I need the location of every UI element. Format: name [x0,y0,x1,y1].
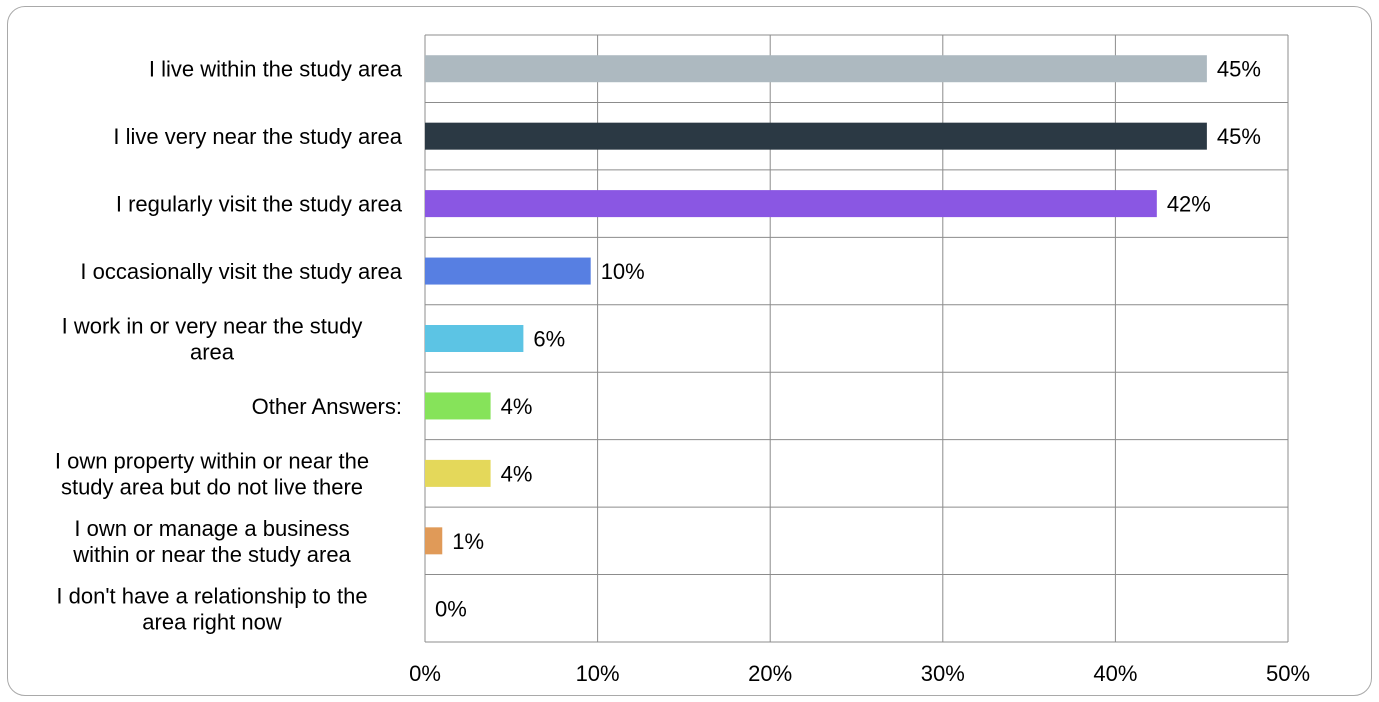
data-label: 4% [501,461,533,486]
data-label: 4% [501,394,533,419]
category-label: I regularly visit the study area [116,192,403,217]
category-label: I live very near the study area [113,124,402,149]
data-label: 0% [435,596,467,621]
x-tick-label: 0% [409,661,441,686]
category-label: I own or manage a business within or near… [72,516,351,567]
x-tick-label: 50% [1266,661,1310,686]
bars-group [425,55,1207,555]
x-tick-label: 10% [576,661,620,686]
data-label: 45% [1217,57,1261,82]
x-tick-label: 40% [1093,661,1137,686]
bar [425,190,1157,218]
category-labels: I live within the study area I live very … [55,57,403,635]
bar [425,325,524,352]
category-label: I work in or very near the study area [62,314,363,365]
bar [425,257,591,285]
data-labels: 45% 45% 42% 10% 6% 4% 4% 1% 0% [435,57,1261,622]
bar [425,55,1207,83]
category-label: I don't have a relationship to the area r… [56,583,367,634]
category-label: I live within the study area [149,57,403,82]
data-label: 10% [601,259,645,284]
x-axis-tick-labels: 0% 10% 20% 30% 40% 50% [409,661,1310,686]
chart-frame [7,6,1372,696]
category-label: I occasionally visit the study area [80,259,402,284]
category-label: I own property within or near the study a… [55,448,369,499]
data-label: 6% [533,327,565,352]
category-label: Other Answers: [252,394,402,419]
x-tick-label: 20% [748,661,792,686]
x-tick-label: 30% [921,661,965,686]
data-label: 45% [1217,124,1261,149]
data-label: 1% [452,529,484,554]
data-label: 42% [1167,192,1211,217]
bar [425,392,491,420]
bar [425,459,491,487]
bar [425,122,1207,150]
bar [425,527,443,555]
